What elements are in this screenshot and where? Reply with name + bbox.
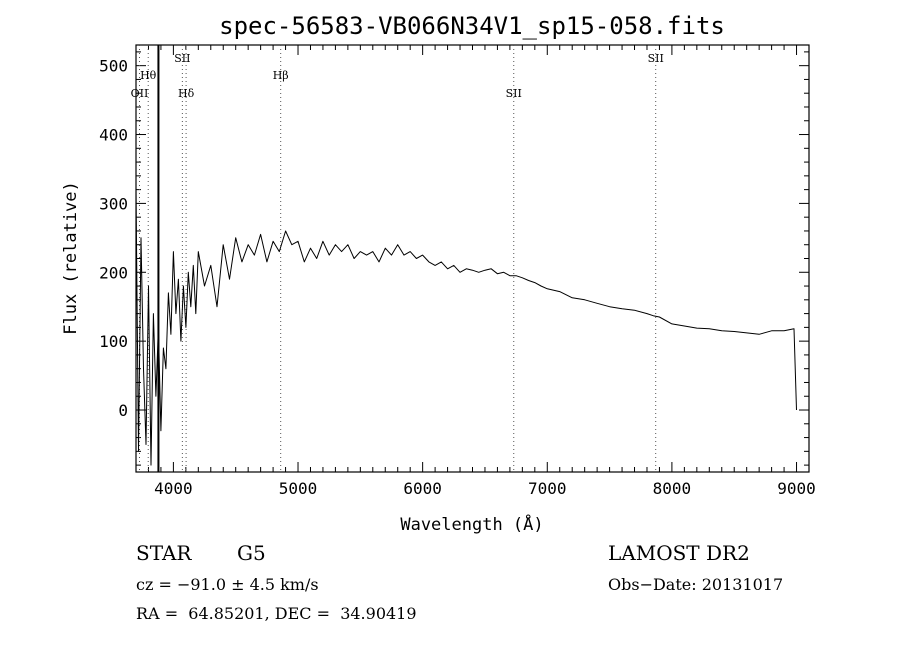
- spectrum-series: [135, 45, 797, 472]
- chart-title: spec-56583-VB066N34V1_sp15-058.fits: [219, 12, 725, 40]
- coordinates-text: RA = 64.85201, DEC = 34.90419: [136, 604, 417, 623]
- x-tick-label: 4000: [154, 479, 193, 498]
- y-tick-label: 400: [99, 126, 128, 145]
- marker-label: Hβ: [273, 69, 289, 82]
- x-tick-label: 9000: [777, 479, 816, 498]
- y-tick-label: 200: [99, 263, 128, 282]
- marker-label: Hδ: [178, 87, 195, 100]
- x-axis-label: Wavelength (Å): [400, 513, 543, 535]
- y-tick-label: 300: [99, 194, 128, 213]
- obs-date-text: Obs−Date: 20131017: [608, 575, 784, 594]
- object-type: STAR: [136, 541, 192, 565]
- marker-label: SII: [174, 52, 190, 65]
- spectrum-line: [135, 189, 797, 466]
- marker-label: OII: [131, 87, 149, 100]
- marker-label: SII: [506, 87, 522, 100]
- marker-label: Hθ: [140, 69, 157, 82]
- x-tick-label: 5000: [279, 479, 318, 498]
- x-tick-label: 8000: [653, 479, 692, 498]
- y-tick-label: 0: [118, 401, 128, 420]
- y-tick-label: 100: [99, 332, 128, 351]
- plot-frame: [135, 44, 810, 473]
- axis-ticks: 4000 5000 6000 7000 8000 9000 0 100 200 300 400 500: [99, 45, 816, 498]
- y-tick-label: 500: [99, 57, 128, 76]
- line-markers: OII Hθ SII Hδ Hβ SII SII: [131, 45, 664, 472]
- x-tick-label: 6000: [403, 479, 442, 498]
- object-subclass: G5: [237, 541, 266, 565]
- y-axis-label: Flux (relative): [61, 181, 81, 335]
- marker-label: SII: [648, 52, 664, 65]
- x-tick-label: 7000: [528, 479, 567, 498]
- survey-name: LAMOST DR2: [608, 541, 750, 565]
- redshift-text: cz = −91.0 ± 4.5 km/s: [136, 575, 319, 594]
